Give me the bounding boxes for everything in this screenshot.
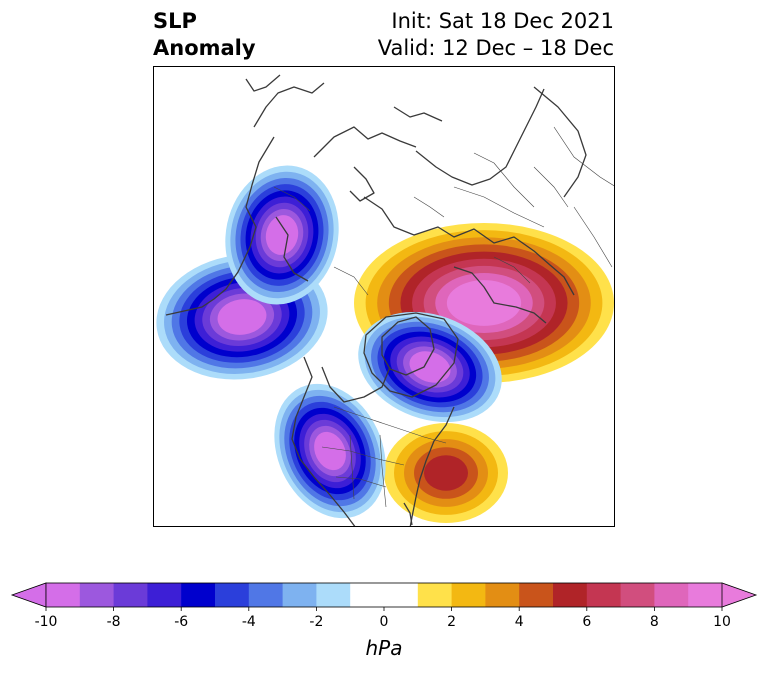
colorbar-extend-min <box>10 582 47 608</box>
colorbar-segment <box>248 583 284 607</box>
colorbar-units: hPa <box>365 636 403 660</box>
contour-fill <box>409 351 451 383</box>
colorbar-ticks: -10 -8 -6 -4 -2 0 2 4 6 8 10 <box>0 614 768 634</box>
colorbar-segment <box>586 583 622 607</box>
colorbar-segment <box>147 583 182 607</box>
colorbar-segment <box>620 583 655 607</box>
colorbar-tick-label: -2 <box>309 614 324 630</box>
colorbar-extend-max <box>721 582 758 608</box>
colorbar <box>10 582 758 611</box>
title-line-2: Anomaly <box>153 36 256 60</box>
contour-fill <box>265 215 299 255</box>
western-atlantic-high <box>384 423 508 523</box>
title-line-1: SLP <box>153 9 197 33</box>
anomaly-field <box>156 165 614 523</box>
north-pacific-low <box>156 254 328 380</box>
colorbar-segment <box>553 583 588 607</box>
contour-fill <box>424 455 468 491</box>
contour-fill <box>314 431 346 471</box>
colorbar-segment <box>519 583 554 607</box>
contour-fill <box>217 299 267 335</box>
colorbar-tick-label: 0 <box>379 614 389 630</box>
init-date: Init: Sat 18 Dec 2021 <box>391 9 614 33</box>
colorbar-segment <box>79 583 115 607</box>
colorbar-tick-label: -6 <box>174 614 189 630</box>
map-title: SLP Anomaly <box>153 8 256 62</box>
map-subtitle: Init: Sat 18 Dec 2021 Valid: 12 Dec – 18… <box>378 8 614 62</box>
colorbar-segment <box>451 583 486 607</box>
map-panel <box>153 66 615 527</box>
colorbar-tick-label: -4 <box>241 614 256 630</box>
colorbar-segment <box>282 583 317 607</box>
colorbar-tick-label: 2 <box>447 614 457 630</box>
colorbar-segment <box>417 583 453 607</box>
contour-fill <box>446 280 522 326</box>
valid-range: Valid: 12 Dec – 18 Dec <box>377 36 614 60</box>
colorbar-segment <box>384 583 419 607</box>
colorbar-segment <box>113 583 148 607</box>
colorbar-segment <box>485 583 520 607</box>
colorbar-segment <box>215 583 250 607</box>
colorbar-tick-label: 8 <box>649 614 659 630</box>
colorbar-segment <box>350 583 385 607</box>
colorbar-segment <box>688 583 723 607</box>
greenland-low <box>358 311 502 423</box>
colorbar-segment <box>46 583 81 607</box>
colorbar-segment <box>316 583 351 607</box>
western-us-low <box>274 383 386 519</box>
colorbar-tick-label: 4 <box>514 614 524 630</box>
colorbar-tick-label: -10 <box>34 614 58 630</box>
colorbar-segment <box>654 583 689 607</box>
colorbar-segment <box>181 583 216 607</box>
coastlines <box>165 74 587 526</box>
anomaly-map <box>156 74 614 526</box>
colorbar-tick-label: 10 <box>713 614 731 630</box>
colorbar-tick-label: -8 <box>106 614 121 630</box>
political-borders <box>273 126 614 508</box>
colorbar-tick-label: 6 <box>582 614 592 630</box>
